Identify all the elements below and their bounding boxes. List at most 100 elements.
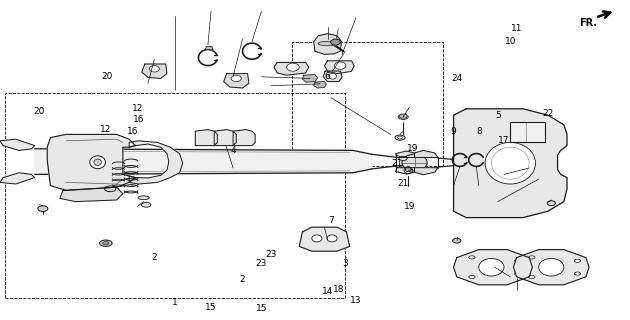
Text: FR.: FR. xyxy=(579,18,597,28)
Polygon shape xyxy=(510,122,545,142)
Ellipse shape xyxy=(404,167,413,174)
Polygon shape xyxy=(224,74,249,88)
Ellipse shape xyxy=(547,201,556,206)
Bar xyxy=(292,42,443,166)
Ellipse shape xyxy=(103,242,109,245)
Text: 23: 23 xyxy=(265,250,277,259)
Polygon shape xyxy=(214,130,236,146)
Ellipse shape xyxy=(105,186,116,192)
Polygon shape xyxy=(205,46,213,50)
Text: 12: 12 xyxy=(100,125,112,134)
Ellipse shape xyxy=(141,203,151,207)
Ellipse shape xyxy=(327,235,337,242)
Polygon shape xyxy=(274,62,309,75)
Bar xyxy=(5,93,345,298)
Ellipse shape xyxy=(335,62,346,69)
Ellipse shape xyxy=(38,206,48,212)
Text: 24: 24 xyxy=(451,74,462,83)
Polygon shape xyxy=(0,139,35,150)
Polygon shape xyxy=(314,34,341,54)
Polygon shape xyxy=(47,134,135,190)
Polygon shape xyxy=(415,150,438,157)
Polygon shape xyxy=(454,250,532,285)
Ellipse shape xyxy=(318,41,337,46)
Ellipse shape xyxy=(329,73,336,79)
Ellipse shape xyxy=(312,235,322,242)
Polygon shape xyxy=(195,130,217,146)
Polygon shape xyxy=(0,173,35,184)
Text: 15: 15 xyxy=(205,303,217,312)
Ellipse shape xyxy=(515,259,521,262)
Ellipse shape xyxy=(395,135,405,140)
Ellipse shape xyxy=(539,259,564,276)
Polygon shape xyxy=(396,151,415,157)
Ellipse shape xyxy=(398,114,408,119)
Ellipse shape xyxy=(479,259,504,276)
Polygon shape xyxy=(299,227,350,251)
Ellipse shape xyxy=(469,256,475,259)
Text: 16: 16 xyxy=(133,116,144,124)
Ellipse shape xyxy=(452,238,461,243)
Ellipse shape xyxy=(575,259,581,262)
Text: 11: 11 xyxy=(511,24,522,33)
Ellipse shape xyxy=(287,63,299,71)
Text: 19: 19 xyxy=(407,144,418,153)
Ellipse shape xyxy=(575,272,581,275)
Polygon shape xyxy=(513,250,589,285)
Text: 23: 23 xyxy=(256,260,267,268)
Text: 15: 15 xyxy=(256,304,267,313)
Text: 21: 21 xyxy=(391,159,403,168)
Polygon shape xyxy=(129,141,183,184)
Text: 12: 12 xyxy=(132,104,143,113)
Text: 9: 9 xyxy=(450,127,457,136)
Text: 8: 8 xyxy=(476,127,482,136)
Ellipse shape xyxy=(231,75,241,82)
Text: 6: 6 xyxy=(324,72,331,81)
Polygon shape xyxy=(330,39,341,45)
Polygon shape xyxy=(233,130,255,146)
Polygon shape xyxy=(454,109,567,218)
Ellipse shape xyxy=(402,154,427,171)
Text: 7: 7 xyxy=(328,216,334,225)
Text: 21: 21 xyxy=(398,180,409,188)
Polygon shape xyxy=(396,168,415,174)
Polygon shape xyxy=(35,147,372,176)
Polygon shape xyxy=(323,71,342,82)
Text: 20: 20 xyxy=(101,72,113,81)
Polygon shape xyxy=(324,61,354,74)
Text: 4: 4 xyxy=(231,146,236,155)
Ellipse shape xyxy=(529,276,535,279)
Text: 14: 14 xyxy=(322,287,333,296)
Text: 13: 13 xyxy=(350,296,362,305)
Ellipse shape xyxy=(485,142,536,184)
Polygon shape xyxy=(142,64,167,78)
Ellipse shape xyxy=(138,196,149,200)
Ellipse shape xyxy=(94,159,101,165)
Text: 17: 17 xyxy=(498,136,510,145)
Ellipse shape xyxy=(149,66,159,72)
Polygon shape xyxy=(302,75,318,82)
Ellipse shape xyxy=(100,240,112,246)
Text: 20: 20 xyxy=(33,108,45,116)
Bar xyxy=(526,125,558,147)
Ellipse shape xyxy=(529,256,535,259)
Polygon shape xyxy=(415,168,438,175)
Text: 22: 22 xyxy=(542,109,554,118)
Ellipse shape xyxy=(398,136,403,139)
Text: 2: 2 xyxy=(152,253,157,262)
Polygon shape xyxy=(314,82,326,88)
Polygon shape xyxy=(405,168,411,172)
Text: 18: 18 xyxy=(333,285,344,294)
Text: 19: 19 xyxy=(404,202,415,211)
Text: 10: 10 xyxy=(505,37,516,46)
Ellipse shape xyxy=(90,156,106,169)
Polygon shape xyxy=(399,114,408,118)
Text: 16: 16 xyxy=(127,127,138,136)
Ellipse shape xyxy=(515,272,521,275)
Text: 2: 2 xyxy=(240,276,245,284)
Polygon shape xyxy=(60,187,123,202)
Ellipse shape xyxy=(469,276,475,279)
Text: 5: 5 xyxy=(495,111,501,120)
Text: 3: 3 xyxy=(342,260,348,268)
Text: 1: 1 xyxy=(172,298,178,307)
